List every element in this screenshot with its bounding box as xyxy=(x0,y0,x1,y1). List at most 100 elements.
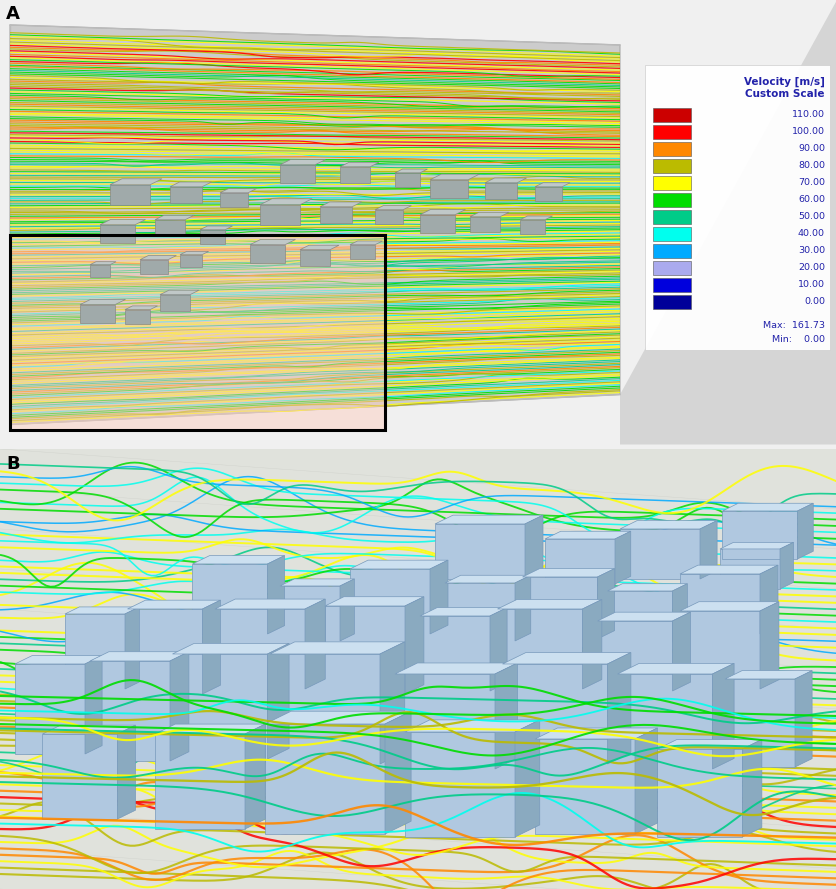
Polygon shape xyxy=(280,579,354,586)
Polygon shape xyxy=(155,734,245,829)
Polygon shape xyxy=(519,220,544,234)
Text: Min:    0.00: Min: 0.00 xyxy=(771,334,824,344)
Polygon shape xyxy=(619,0,836,444)
Polygon shape xyxy=(192,556,284,564)
Polygon shape xyxy=(180,255,201,267)
Polygon shape xyxy=(797,503,813,559)
Text: Max:  161.73: Max: 161.73 xyxy=(762,321,824,330)
Polygon shape xyxy=(502,664,607,764)
Polygon shape xyxy=(280,164,314,183)
Polygon shape xyxy=(679,565,777,574)
Polygon shape xyxy=(544,532,630,539)
Polygon shape xyxy=(435,515,543,524)
Polygon shape xyxy=(270,654,380,764)
Polygon shape xyxy=(597,621,671,691)
Polygon shape xyxy=(497,599,601,609)
Bar xyxy=(652,124,691,139)
Polygon shape xyxy=(470,212,508,217)
Text: 10.00: 10.00 xyxy=(797,280,824,289)
Polygon shape xyxy=(339,163,379,167)
Polygon shape xyxy=(420,616,489,691)
Polygon shape xyxy=(80,300,125,305)
Polygon shape xyxy=(430,180,467,197)
Polygon shape xyxy=(299,250,329,266)
Polygon shape xyxy=(339,579,354,641)
Polygon shape xyxy=(597,569,614,639)
Text: 80.00: 80.00 xyxy=(797,161,824,171)
Polygon shape xyxy=(405,732,514,837)
Polygon shape xyxy=(420,215,455,233)
Polygon shape xyxy=(268,644,288,759)
Polygon shape xyxy=(299,245,339,250)
Polygon shape xyxy=(349,569,430,634)
Bar xyxy=(652,260,691,275)
Polygon shape xyxy=(375,205,411,210)
Text: 50.00: 50.00 xyxy=(797,212,824,221)
Polygon shape xyxy=(280,159,325,164)
Polygon shape xyxy=(445,575,530,583)
Polygon shape xyxy=(794,670,811,767)
Text: 110.00: 110.00 xyxy=(791,110,824,119)
Polygon shape xyxy=(90,661,170,761)
Polygon shape xyxy=(607,653,630,764)
Polygon shape xyxy=(699,521,716,579)
Polygon shape xyxy=(617,663,733,674)
Polygon shape xyxy=(202,600,220,694)
Polygon shape xyxy=(170,652,189,761)
Polygon shape xyxy=(85,655,102,754)
Polygon shape xyxy=(99,220,145,225)
Polygon shape xyxy=(430,174,479,180)
Text: 40.00: 40.00 xyxy=(797,229,824,238)
Bar xyxy=(652,210,691,224)
Polygon shape xyxy=(534,183,569,187)
Polygon shape xyxy=(759,565,777,634)
Polygon shape xyxy=(245,724,265,829)
Polygon shape xyxy=(779,542,793,589)
Polygon shape xyxy=(43,725,135,734)
Polygon shape xyxy=(519,216,552,220)
Polygon shape xyxy=(724,670,811,679)
Polygon shape xyxy=(759,602,778,689)
Polygon shape xyxy=(497,609,582,689)
Polygon shape xyxy=(324,597,423,606)
Text: 30.00: 30.00 xyxy=(797,246,824,255)
Polygon shape xyxy=(484,178,526,183)
Polygon shape xyxy=(679,602,778,611)
Text: 60.00: 60.00 xyxy=(797,196,824,204)
Polygon shape xyxy=(619,521,716,529)
Polygon shape xyxy=(524,515,543,579)
Polygon shape xyxy=(260,199,312,204)
Bar xyxy=(10,235,385,429)
Polygon shape xyxy=(215,609,304,689)
Bar xyxy=(652,294,691,308)
Polygon shape xyxy=(395,169,427,172)
Polygon shape xyxy=(430,560,447,634)
Polygon shape xyxy=(15,655,102,664)
Polygon shape xyxy=(719,542,793,549)
Polygon shape xyxy=(160,290,199,294)
Polygon shape xyxy=(200,229,225,244)
Polygon shape xyxy=(15,664,85,754)
Polygon shape xyxy=(534,728,657,739)
Polygon shape xyxy=(304,599,325,689)
Polygon shape xyxy=(349,241,382,244)
Polygon shape xyxy=(385,711,410,834)
Polygon shape xyxy=(250,244,285,263)
Polygon shape xyxy=(155,724,265,734)
Polygon shape xyxy=(522,569,614,577)
Polygon shape xyxy=(43,734,117,819)
Polygon shape xyxy=(90,261,116,265)
Text: 100.00: 100.00 xyxy=(791,127,824,136)
Polygon shape xyxy=(721,511,797,559)
Text: 0.00: 0.00 xyxy=(803,297,824,306)
Polygon shape xyxy=(582,599,601,689)
Polygon shape xyxy=(607,584,686,591)
Polygon shape xyxy=(170,182,212,187)
Polygon shape xyxy=(445,583,514,641)
Polygon shape xyxy=(268,556,284,634)
Polygon shape xyxy=(125,306,157,309)
Polygon shape xyxy=(80,305,115,323)
Polygon shape xyxy=(117,725,135,819)
Polygon shape xyxy=(265,711,410,724)
Polygon shape xyxy=(10,25,619,425)
